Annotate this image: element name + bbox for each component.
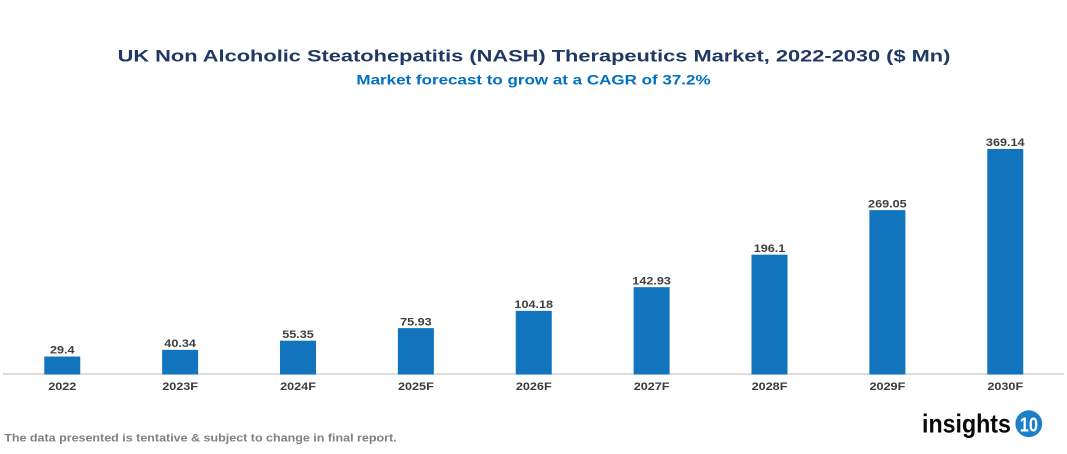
svg-text:UK Non Alcoholic Steatohepatit: UK Non Alcoholic Steatohepatitis (NASH) … <box>118 47 951 66</box>
svg-text:2029F: 2029F <box>869 380 905 393</box>
svg-text:2027F: 2027F <box>634 380 670 393</box>
svg-text:75.93: 75.93 <box>400 315 432 328</box>
svg-text:10: 10 <box>1020 413 1038 436</box>
svg-text:2025F: 2025F <box>398 380 434 393</box>
svg-text:55.35: 55.35 <box>282 328 314 341</box>
svg-text:29.4: 29.4 <box>50 344 75 357</box>
svg-text:2024F: 2024F <box>280 380 316 393</box>
svg-text:2026F: 2026F <box>516 380 552 393</box>
svg-text:196.1: 196.1 <box>754 242 786 255</box>
svg-text:2028F: 2028F <box>752 380 788 393</box>
svg-text:142.93: 142.93 <box>632 274 671 287</box>
svg-text:Market forecast to grow at a C: Market forecast to grow at a CAGR of 37.… <box>356 73 710 88</box>
svg-text:104.18: 104.18 <box>514 298 553 311</box>
svg-text:insights: insights <box>922 410 1011 438</box>
svg-text:40.34: 40.34 <box>164 337 196 350</box>
svg-text:The data presented is tentativ: The data presented is tentative & subjec… <box>4 432 396 444</box>
svg-text:2023F: 2023F <box>162 380 198 393</box>
svg-text:2030F: 2030F <box>987 380 1023 393</box>
svg-text:2022: 2022 <box>48 380 77 393</box>
svg-text:269.05: 269.05 <box>868 197 907 210</box>
svg-text:369.14: 369.14 <box>986 136 1025 149</box>
